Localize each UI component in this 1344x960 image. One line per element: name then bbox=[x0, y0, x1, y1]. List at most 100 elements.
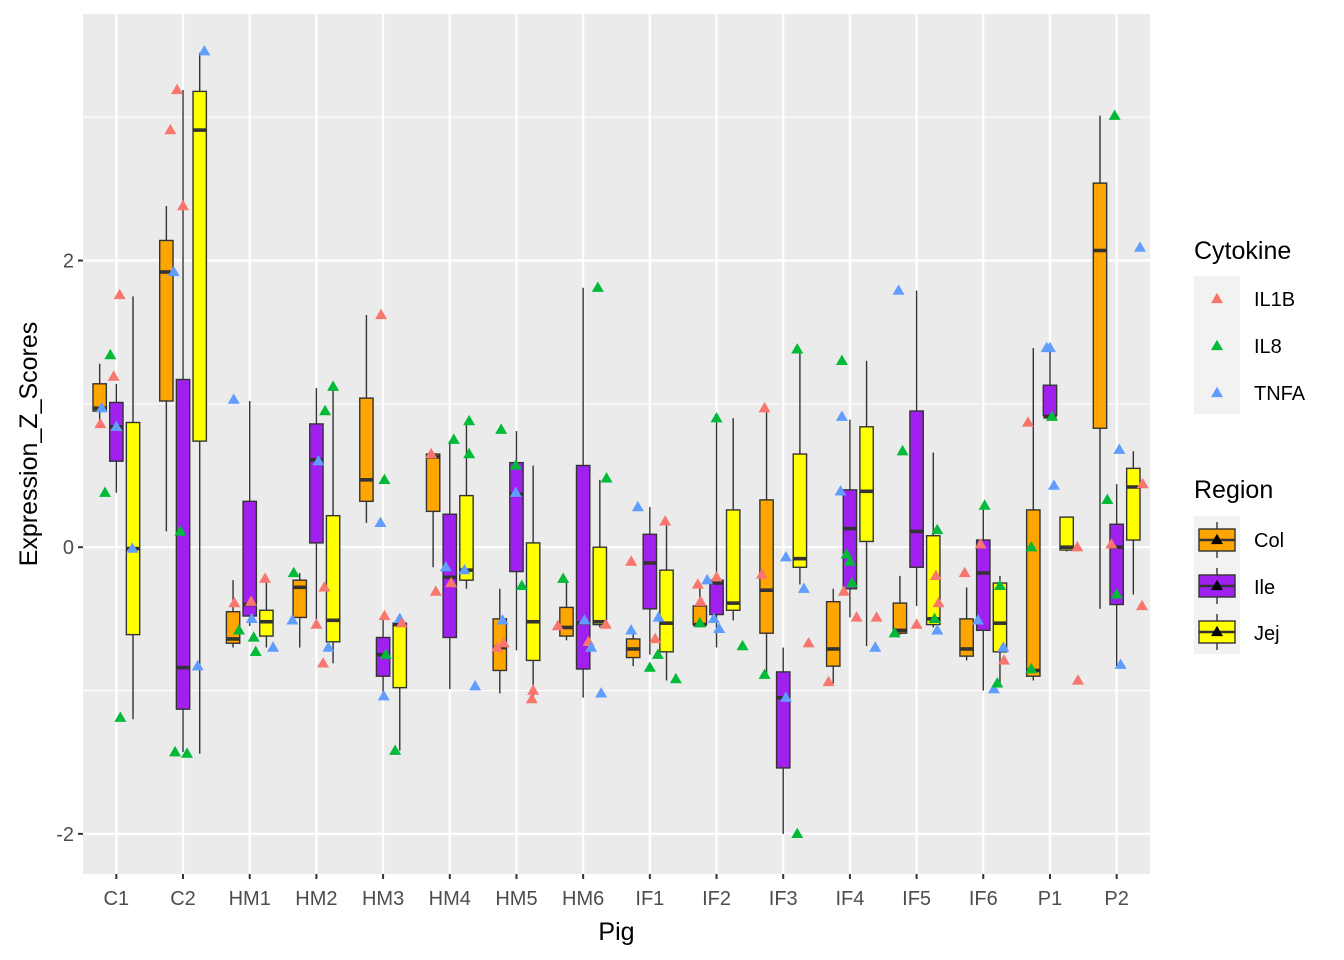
point-il8 bbox=[888, 626, 901, 638]
point-il1b bbox=[94, 417, 107, 429]
point-il8 bbox=[845, 576, 858, 588]
point-il8 bbox=[993, 579, 1006, 591]
point-il1b bbox=[318, 581, 331, 592]
point-il1b bbox=[497, 636, 510, 648]
point-il8 bbox=[991, 677, 1004, 688]
box-if6-ile bbox=[975, 504, 991, 691]
point-il1b bbox=[527, 684, 540, 695]
point-il1b bbox=[932, 596, 945, 608]
point-il1b bbox=[525, 692, 538, 704]
point-tnfa bbox=[987, 682, 1000, 694]
point-il1b bbox=[659, 515, 672, 526]
x-tick-label: IF6 bbox=[969, 888, 998, 910]
box-if1-col bbox=[625, 630, 641, 667]
point-il1b bbox=[710, 571, 723, 582]
box-body bbox=[1042, 384, 1058, 417]
legend-key-ile bbox=[1198, 568, 1236, 604]
point-il8 bbox=[447, 433, 460, 444]
point-il1b bbox=[649, 632, 662, 644]
legend-label-il1b: IL1B bbox=[1254, 289, 1295, 311]
point-il1b bbox=[164, 123, 177, 135]
point-tnfa bbox=[245, 612, 258, 624]
point-tnfa bbox=[267, 641, 280, 652]
point-tnfa bbox=[377, 690, 390, 701]
legend-key-col bbox=[1198, 522, 1236, 558]
point-il1b bbox=[177, 199, 190, 211]
x-tick-label: HM6 bbox=[562, 888, 604, 910]
box-body bbox=[859, 426, 874, 543]
point-il8 bbox=[669, 672, 682, 684]
point-il8 bbox=[791, 827, 804, 839]
point-il1b bbox=[997, 654, 1010, 665]
point-il8 bbox=[928, 612, 941, 624]
point-il8 bbox=[710, 411, 723, 423]
point-il1b bbox=[802, 636, 815, 648]
x-tick-label: HM4 bbox=[429, 888, 471, 910]
point-tnfa bbox=[713, 622, 726, 634]
point-tnfa bbox=[198, 45, 211, 56]
box-hm1-col bbox=[225, 580, 241, 648]
point-il8 bbox=[104, 348, 117, 360]
boxes-layer bbox=[92, 52, 1141, 834]
point-il1b bbox=[1021, 416, 1034, 427]
point-il1b bbox=[228, 596, 241, 608]
point-il1b bbox=[1136, 477, 1149, 489]
box-if3-jej bbox=[792, 349, 808, 585]
point-il8 bbox=[463, 414, 476, 426]
point-il8 bbox=[1045, 410, 1058, 421]
box-body bbox=[709, 579, 724, 616]
point-tnfa bbox=[931, 624, 944, 635]
box-hm1-jej bbox=[259, 578, 274, 648]
point-il8 bbox=[174, 525, 187, 536]
legend-key-triangle bbox=[1211, 533, 1223, 545]
y-tick-label: 2 bbox=[63, 251, 74, 273]
point-tnfa bbox=[707, 612, 720, 624]
point-tnfa bbox=[110, 420, 123, 431]
box-body bbox=[959, 618, 974, 657]
point-il1b bbox=[1105, 538, 1118, 549]
x-axis-title: Pig bbox=[598, 918, 634, 946]
box-body bbox=[792, 453, 808, 568]
box-c2-col bbox=[158, 206, 174, 532]
point-il8 bbox=[835, 354, 848, 366]
box-body bbox=[425, 453, 441, 513]
box-body bbox=[459, 494, 474, 581]
point-tnfa bbox=[585, 641, 598, 652]
box-body bbox=[825, 600, 841, 667]
point-il1b bbox=[445, 576, 458, 588]
y-axis: -2 0 2 bbox=[56, 251, 83, 846]
box-body bbox=[1025, 509, 1041, 677]
box-body bbox=[125, 421, 141, 636]
x-tick-label: IF4 bbox=[835, 888, 864, 910]
point-tnfa bbox=[322, 641, 335, 652]
point-tnfa bbox=[779, 550, 792, 562]
point-tnfa bbox=[374, 516, 387, 527]
box-hm1-ile bbox=[242, 401, 258, 627]
point-il8 bbox=[896, 444, 909, 456]
point-tnfa bbox=[95, 401, 108, 413]
box-if1-jej bbox=[659, 521, 674, 681]
box-body bbox=[909, 410, 924, 568]
legend-label-tnfa: TNFA bbox=[1254, 383, 1306, 405]
box-hm6-jej bbox=[592, 479, 608, 628]
point-il8 bbox=[378, 473, 391, 484]
legend-label-jej: Jej bbox=[1254, 623, 1280, 645]
box-body bbox=[192, 90, 208, 442]
point-il1b bbox=[395, 616, 408, 628]
point-tnfa bbox=[496, 614, 509, 625]
point-il1b bbox=[429, 585, 442, 596]
box-body bbox=[292, 579, 308, 619]
box-c2-jej bbox=[192, 52, 208, 754]
box-body bbox=[659, 569, 674, 653]
point-tnfa bbox=[191, 659, 204, 671]
point-il8 bbox=[1108, 109, 1121, 120]
point-tnfa bbox=[458, 563, 471, 575]
point-il8 bbox=[463, 447, 476, 459]
point-tnfa bbox=[595, 687, 608, 698]
box-if5-ile bbox=[909, 290, 924, 606]
box-body bbox=[775, 671, 791, 769]
x-tick-label: IF5 bbox=[902, 888, 931, 910]
box-body bbox=[992, 582, 1008, 653]
point-il8 bbox=[1110, 588, 1123, 599]
